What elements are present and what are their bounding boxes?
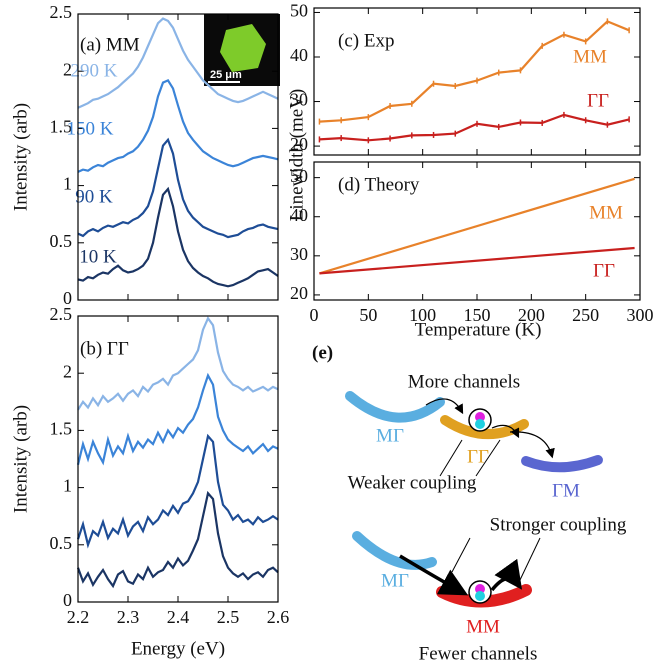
y-tick-label: 2: [63, 361, 72, 381]
x-tick-label: 150: [464, 305, 491, 325]
y-tick-label: 2.5: [50, 304, 73, 324]
band-label: MΓ: [381, 570, 409, 591]
plot-frame: [77, 315, 279, 603]
x-axis-label: Temperature (K): [415, 319, 542, 340]
panel-title: (c) Exp: [338, 30, 394, 51]
series-label: MM: [573, 46, 607, 67]
y-axis-label: Linewidth (meV): [286, 89, 307, 221]
series-line: [77, 186, 279, 288]
series-label: 150 K: [67, 118, 114, 139]
y-tick-label: 0: [63, 590, 72, 610]
x-tick-label: 100: [409, 305, 436, 325]
y-tick-label: 1.5: [50, 117, 73, 137]
x-tick-label: 200: [518, 305, 545, 325]
x-tick-label: 2.3: [117, 607, 140, 627]
weaker-label: Weaker coupling: [348, 472, 477, 493]
y-tick-label: 30: [290, 244, 308, 264]
top-title: More channels: [408, 371, 520, 392]
y-tick-label: 1: [63, 476, 72, 496]
panel-label: (e): [312, 342, 333, 363]
x-tick-label: 50: [359, 305, 377, 325]
series-label: 10 K: [79, 246, 117, 267]
plot-frame: [77, 13, 279, 301]
y-tick-label: 1: [63, 174, 72, 194]
series-line: [77, 79, 279, 173]
panel-title: (d) Theory: [338, 174, 420, 195]
y-tick-label: 20: [290, 134, 308, 154]
x-tick-label: 2.5: [217, 607, 240, 627]
y-tick-label: 30: [290, 90, 308, 110]
y-tick-label: 40: [290, 45, 308, 65]
panel-title: (b) ΓΓ: [80, 338, 129, 359]
y-tick-label: 40: [290, 205, 308, 225]
series-label: ΓΓ: [587, 90, 609, 111]
y-tick-label: 50: [290, 1, 308, 21]
y-tick-label: 0.5: [50, 231, 73, 251]
y-axis-label: Intensity (arb): [10, 103, 31, 211]
inset-label: 25 μm: [210, 69, 242, 81]
series-line: [76, 433, 279, 549]
series-label: MM: [589, 202, 623, 223]
y-tick-label: 0: [63, 288, 72, 308]
x-tick-label: 2.6: [267, 607, 290, 627]
series-line: [77, 137, 279, 239]
series-line: [319, 246, 635, 275]
series-line: [319, 177, 635, 275]
band-label: ΓΓ: [467, 446, 489, 467]
series-label: 90 K: [75, 186, 113, 207]
y-tick-label: 0.5: [50, 533, 73, 553]
y-axis-label: Intensity (arb): [10, 405, 31, 513]
plot-frame: [313, 7, 641, 156]
x-tick-label: 0: [310, 305, 319, 325]
series-line: [319, 113, 630, 142]
y-tick-label: 1.5: [50, 419, 73, 439]
y-tick-label: 20: [290, 283, 308, 303]
x-tick-label: 2.2: [67, 607, 90, 627]
y-tick-label: 50: [290, 166, 308, 186]
x-axis-label: Energy (eV): [131, 638, 225, 659]
band-label: MM: [466, 616, 500, 637]
inset: [204, 14, 280, 86]
x-tick-label: 300: [627, 305, 654, 325]
band-label: MΓ: [376, 425, 404, 446]
x-tick-label: 2.4: [167, 607, 190, 627]
panel-title: (a) MM: [80, 34, 140, 55]
y-tick-label: 2: [63, 59, 72, 79]
series-label: ΓΓ: [593, 260, 615, 281]
series-line: [76, 490, 279, 589]
series-line: [77, 17, 279, 109]
plot-frame: [313, 161, 641, 301]
series-line: [77, 316, 279, 411]
diagram: (e) More channels MΓ ΓΓ ΓM Weaker coupli…: [312, 342, 627, 664]
series-label: 290 K: [71, 60, 118, 81]
stronger-label: Stronger coupling: [490, 514, 627, 535]
series-line: [76, 372, 279, 466]
band-label: ΓM: [552, 480, 580, 501]
x-tick-label: 250: [572, 305, 599, 325]
y-tick-label: 2.5: [50, 2, 73, 22]
bottom-title: Fewer channels: [419, 643, 538, 664]
